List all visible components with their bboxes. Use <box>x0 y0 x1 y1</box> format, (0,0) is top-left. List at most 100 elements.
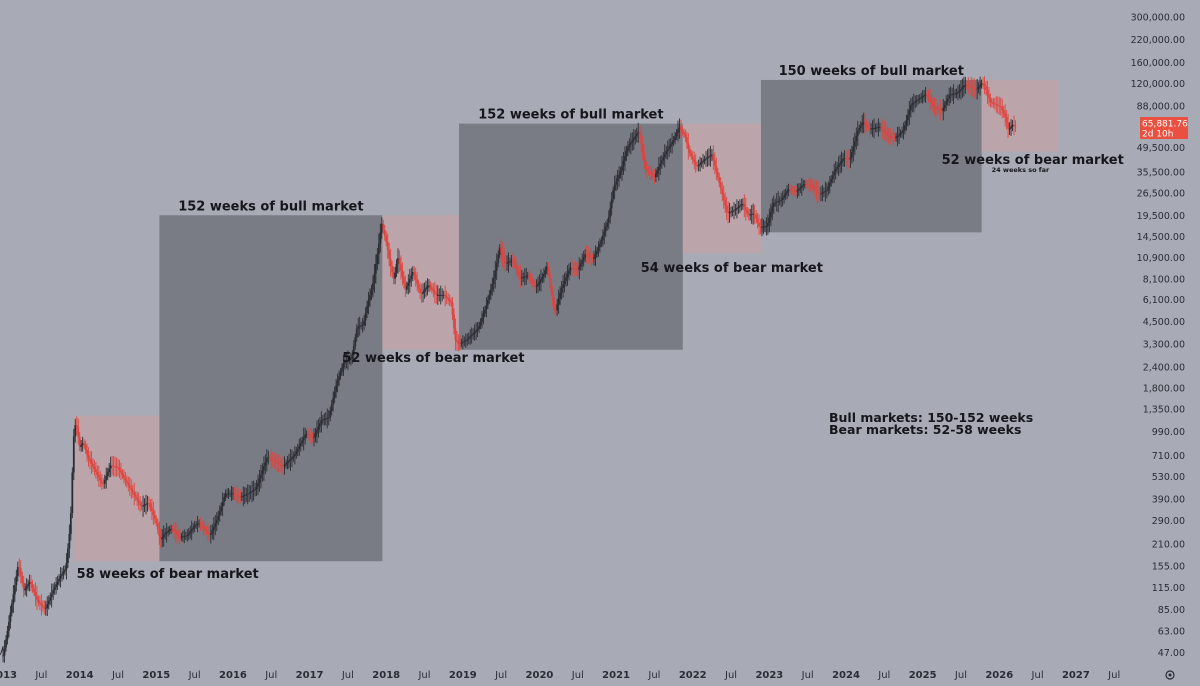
price-axis[interactable]: 300,000.00 220,000.00 160,000.00 120,000.00… <box>1131 13 1185 659</box>
candle-body-223 <box>330 404 333 411</box>
candle-body-541 <box>799 187 802 190</box>
candle-body-108 <box>161 537 164 540</box>
candle-body-651 <box>961 87 964 89</box>
candle-body-664 <box>980 83 983 86</box>
candle-body-374 <box>553 300 556 311</box>
y-tick-label-11: 10,900.00 <box>1137 253 1185 264</box>
candle-body-81 <box>121 472 124 476</box>
y-tick-label-27: 85.00 <box>1158 605 1185 616</box>
candle-body-466 <box>688 149 691 154</box>
candle-body-54 <box>81 443 84 446</box>
candle-body-168 <box>249 491 252 493</box>
x-tick-label-9: Jul <box>341 670 354 681</box>
y-tick-label-8: 26,500.00 <box>1137 189 1185 200</box>
candle-body-177 <box>263 466 265 471</box>
candle-body-204 <box>302 437 305 441</box>
y-tick-label-20: 710.00 <box>1152 451 1185 462</box>
candle-body-523 <box>772 203 775 207</box>
candle-body-671 <box>990 102 993 103</box>
candle-body-166 <box>246 493 249 495</box>
candle-body-677 <box>999 106 1002 107</box>
candle-body-317 <box>469 336 472 338</box>
candle-body-112 <box>167 530 170 533</box>
candle-body-571 <box>843 158 846 159</box>
candle-body-314 <box>464 340 467 342</box>
candle-body-547 <box>808 184 811 186</box>
candle-body-588 <box>868 128 871 129</box>
candle-body-669 <box>988 94 990 99</box>
candle-body-419 <box>619 170 622 175</box>
bull-market-box-1 <box>459 123 683 350</box>
candle-body-686 <box>1013 124 1015 126</box>
candle-body-243 <box>360 325 363 327</box>
candle-body-185 <box>274 461 277 463</box>
candle-body-117 <box>174 531 177 533</box>
candle-body-340 <box>503 256 506 262</box>
candle-body-309 <box>457 341 460 344</box>
candle-body-641 <box>946 98 949 102</box>
candle-body-551 <box>814 187 816 190</box>
candle-body-141 <box>209 533 212 535</box>
candle-body-221 <box>327 417 330 419</box>
bear-summary: Bear markets: 52-58 weeks <box>829 422 1021 437</box>
candle-body-380 <box>562 284 564 288</box>
candle-body-339 <box>501 252 504 257</box>
bull-market-label-2: 150 weeks of bull market <box>779 64 964 79</box>
candle-body-255 <box>377 243 380 255</box>
candle-body-263 <box>389 258 392 267</box>
candle-body-358 <box>529 277 532 280</box>
candle-body-277 <box>410 275 413 280</box>
candle-body-272 <box>403 276 405 284</box>
edge-glyph: / <box>0 644 4 657</box>
candle-body-582 <box>859 125 862 129</box>
candle-body-273 <box>404 283 407 290</box>
candle-body-274 <box>405 286 408 290</box>
time-axis[interactable]: 2013 Jul 2014 Jul 2015 Jul 2016 Jul 2017 Jul 2018 J… <box>0 670 1120 681</box>
candle-body-398 <box>588 255 591 257</box>
candle-body-328 <box>485 304 488 310</box>
candle-body-625 <box>923 95 926 97</box>
candle-body-103 <box>153 515 156 520</box>
candle-body-680 <box>1004 113 1007 118</box>
candle-body-306 <box>453 314 455 329</box>
candle-body-156 <box>232 493 234 495</box>
candle-body-300 <box>444 294 447 297</box>
candle-body-382 <box>565 277 567 281</box>
candle-body-170 <box>252 490 255 492</box>
bull-market-box-0 <box>159 215 383 562</box>
gear-icon[interactable] <box>1165 670 1175 680</box>
candle-body-126 <box>187 533 190 536</box>
candle-body-399 <box>590 256 592 258</box>
candle-body-90 <box>134 495 137 498</box>
candle-body-53 <box>80 445 83 447</box>
x-tick-label-8: 2017 <box>296 670 324 681</box>
candle-body-283 <box>419 288 422 294</box>
candle-body-192 <box>285 463 287 465</box>
candle-body-400 <box>591 257 594 259</box>
candle-body-313 <box>463 341 466 342</box>
candle-body-252 <box>373 273 376 284</box>
candle-body-609 <box>899 133 902 135</box>
candle-body-685 <box>1011 124 1014 127</box>
candle-body-148 <box>220 506 223 512</box>
candle-body-169 <box>251 491 254 492</box>
candle-body-349 <box>516 267 519 272</box>
candle-body-151 <box>224 493 227 498</box>
y-tick-label-0: 300,000.00 <box>1131 13 1185 24</box>
candle-body-504 <box>744 207 747 211</box>
candle-body-601 <box>887 135 890 137</box>
candle-body-147 <box>218 511 221 517</box>
candle-body-679 <box>1002 110 1005 114</box>
candle-body-505 <box>746 210 749 214</box>
candle-body-114 <box>170 528 172 530</box>
candle-body-597 <box>881 127 884 130</box>
candle-body-32 <box>49 597 52 601</box>
candle-body-297 <box>439 294 442 296</box>
candle-body-663 <box>979 85 982 87</box>
candle-body-470 <box>694 162 697 166</box>
candle-body-136 <box>202 526 205 528</box>
candle-body-242 <box>358 325 361 327</box>
candle-body-173 <box>257 482 259 487</box>
candle-body-259 <box>383 229 386 236</box>
candle-body-26 <box>40 603 43 606</box>
